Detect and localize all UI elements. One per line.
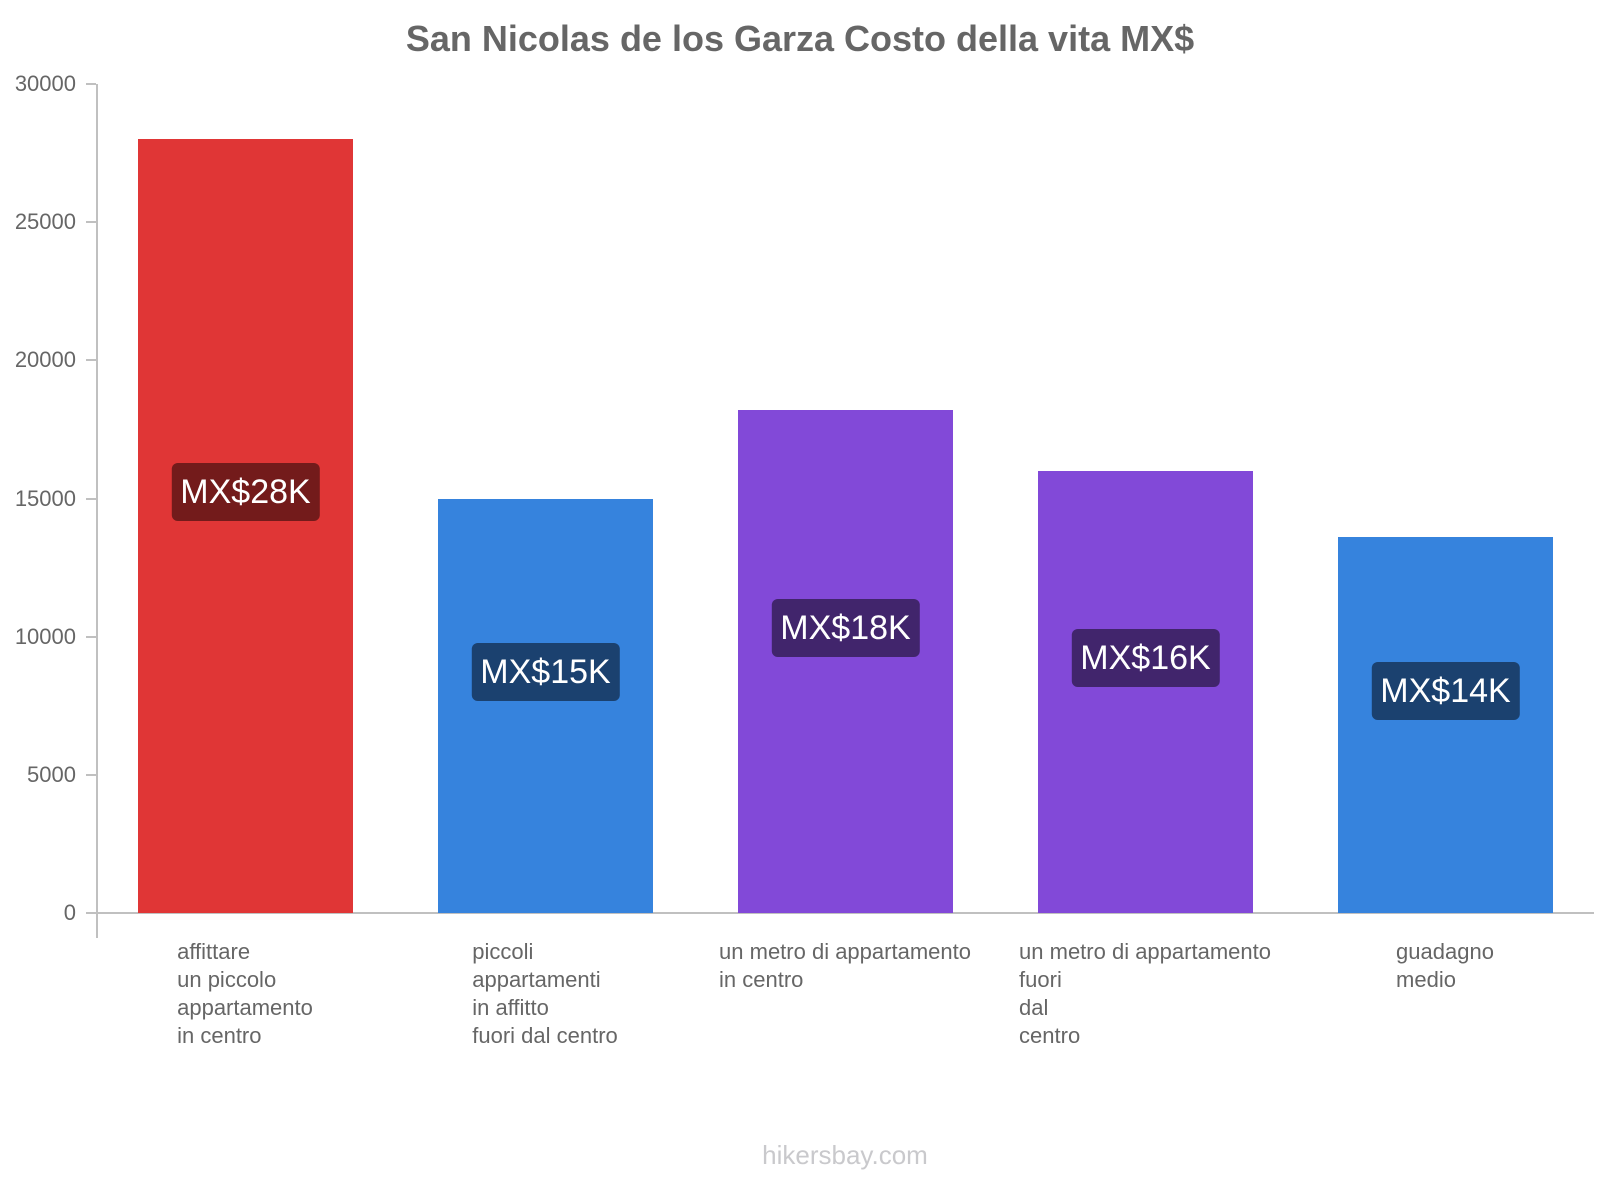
x-tick-label: piccoli appartamenti in affitto fuori dal c… xyxy=(395,938,695,1050)
x-tick-label-line: affittare xyxy=(177,939,251,964)
bar[interactable]: MX$18K xyxy=(738,410,953,913)
y-tick-label: 15000 xyxy=(14,485,76,511)
bar-value-label: MX$28K xyxy=(171,463,320,522)
x-axis-line xyxy=(86,912,1594,914)
x-tick-label-line: appartamenti xyxy=(472,967,601,992)
bar-value-label: MX$18K xyxy=(771,598,920,657)
x-tick-label-line: piccoli xyxy=(472,939,534,964)
x-tick-label-text: un metro di appartamento in centro xyxy=(719,938,971,994)
bar[interactable]: MX$14K xyxy=(1338,537,1553,913)
x-tick-label: affittare un piccolo appartamento in centro xyxy=(95,938,395,1050)
x-tick-label-line: centro xyxy=(1019,1023,1081,1048)
x-tick-label-line: un metro di appartamento xyxy=(1019,939,1271,964)
y-tick-label: 10000 xyxy=(14,623,76,649)
y-tick-label: 25000 xyxy=(14,209,76,235)
y-tick-mark xyxy=(86,221,96,224)
x-tick-label: un metro di appartamento in centro xyxy=(695,938,995,994)
bar[interactable]: MX$28K xyxy=(138,139,353,913)
x-tick-label-line: un piccolo xyxy=(177,967,277,992)
y-tick-label: 30000 xyxy=(14,71,76,96)
watermark: hikersbay.com xyxy=(762,1140,928,1170)
y-tick-mark xyxy=(86,83,96,85)
y-tick-label: 5000 xyxy=(27,761,76,787)
y-tick-label: 20000 xyxy=(14,347,76,373)
x-tick-label-line: in centro xyxy=(177,1023,262,1048)
x-tick-label-line: in affitto xyxy=(472,995,549,1020)
chart-title: San Nicolas de los Garza Costo della vit… xyxy=(405,18,1195,59)
x-tick-label-text: guadagno medio xyxy=(1396,938,1494,994)
bar-value-label: MX$14K xyxy=(1371,662,1520,721)
x-tick-label-line: dal xyxy=(1019,995,1049,1020)
y-tick-label: 0 xyxy=(63,900,76,925)
x-tick-label-line: medio xyxy=(1396,967,1456,992)
bar-value-label: MX$16K xyxy=(1071,628,1220,687)
x-tick-label-line: fuori xyxy=(1019,967,1062,992)
x-tick-label-line: in centro xyxy=(719,967,804,992)
x-tick-label-line: un metro di appartamento xyxy=(719,939,971,964)
bar-value-label: MX$15K xyxy=(471,642,620,701)
x-tick-label-line: appartamento xyxy=(177,995,313,1020)
x-tick-label-text: piccoli appartamenti in affitto fuori dal c… xyxy=(472,938,618,1050)
x-tick-label-text: un metro di appartamento fuori dal centro xyxy=(1019,938,1271,1050)
bar[interactable]: MX$16K xyxy=(1038,470,1253,913)
y-axis-line xyxy=(96,84,98,938)
y-tick-mark xyxy=(86,497,96,500)
x-tick-label-line: fuori dal centro xyxy=(472,1023,618,1048)
y-tick-mark xyxy=(86,912,96,914)
x-tick-label-text: affittare un piccolo appartamento in centro xyxy=(177,938,313,1050)
x-tick-label-line: guadagno xyxy=(1396,939,1494,964)
y-tick-mark xyxy=(86,635,96,638)
x-tick-label: un metro di appartamento fuori dal centro xyxy=(995,938,1295,1050)
y-tick-mark xyxy=(86,359,96,362)
bar[interactable]: MX$15K xyxy=(438,498,653,913)
y-tick-mark xyxy=(86,773,96,776)
x-tick-label: guadagno medio xyxy=(1295,938,1595,994)
